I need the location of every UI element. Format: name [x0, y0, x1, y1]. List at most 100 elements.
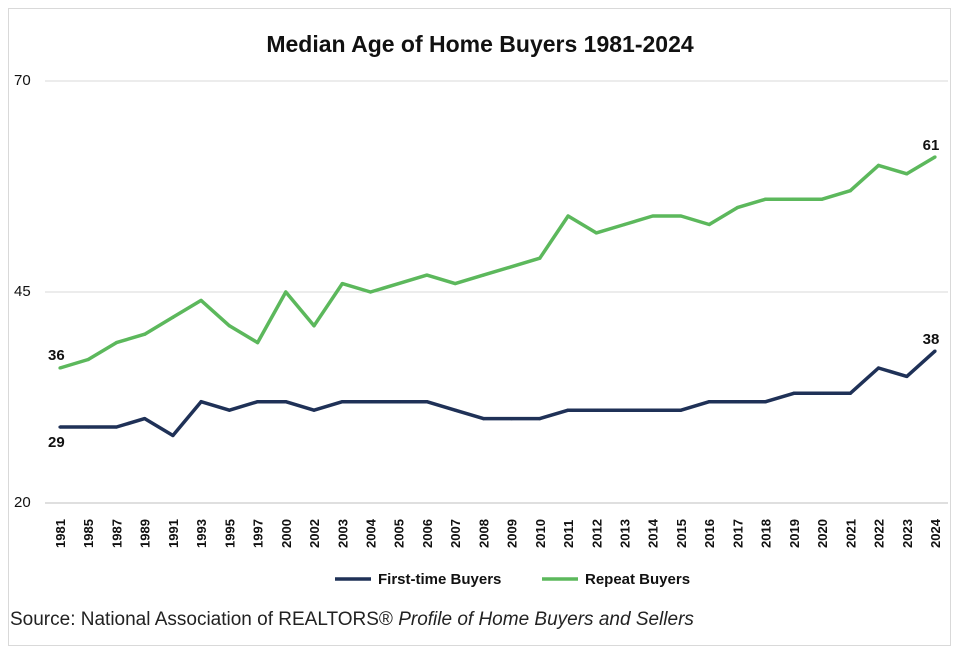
data-point [481, 273, 485, 277]
data-point [114, 425, 119, 429]
x-tick-label: 2020 [815, 519, 830, 548]
series-line-0 [60, 349, 937, 438]
data-point [622, 408, 627, 412]
data-point [255, 341, 260, 345]
data-point [284, 400, 288, 404]
legend: First-time Buyers Repeat Buyers [335, 571, 690, 588]
data-point [651, 408, 655, 412]
data-point [566, 408, 570, 412]
source-prefix: Source: National Association of REALTORS… [10, 609, 399, 630]
x-tick-label: 2010 [533, 519, 548, 548]
source-note: Source: National Association of REALTORS… [10, 609, 694, 631]
x-tick-label: 2022 [872, 519, 887, 548]
data-point [453, 281, 457, 286]
data-point [171, 433, 175, 438]
data-point [848, 391, 852, 395]
data-point [143, 332, 147, 336]
chart-title: Median Age of Home Buyers 1981-2024 [266, 31, 694, 57]
x-axis-ticks: 1981 1985 1987 1989 1991 1993 1995 1997 2000 2002… [53, 518, 943, 548]
data-point [764, 400, 768, 404]
data-point [171, 315, 175, 319]
data-point [510, 417, 514, 421]
data-point [820, 391, 824, 395]
data-point [397, 400, 401, 404]
x-tick-label: 2003 [335, 519, 350, 548]
data-point [284, 290, 288, 294]
x-tick-label: 2023 [900, 519, 915, 548]
data-label: 36 [48, 347, 65, 364]
data-point [651, 214, 655, 218]
data-point [735, 206, 740, 210]
data-point [876, 163, 881, 167]
x-tick-label: 2007 [448, 519, 463, 548]
data-point [679, 214, 683, 218]
data-point [848, 189, 852, 193]
data-point [481, 417, 485, 421]
data-point [340, 281, 344, 286]
data-point [143, 417, 147, 421]
data-point [199, 298, 203, 303]
data-point [312, 408, 316, 412]
x-tick-label: 2021 [843, 519, 858, 548]
data-point [594, 408, 598, 412]
x-tick-label: 2013 [618, 519, 633, 548]
data-point [622, 222, 627, 227]
data-point [933, 155, 937, 159]
x-tick-label: 2014 [646, 518, 661, 548]
x-tick-label: 2000 [279, 519, 294, 548]
data-point [312, 324, 316, 328]
series-lines [58, 155, 937, 438]
x-tick-label: 1989 [138, 519, 153, 548]
data-point [227, 324, 231, 328]
x-tick-label: 1985 [81, 519, 96, 548]
x-tick-label: 1997 [251, 519, 266, 548]
x-tick-label: 2009 [505, 519, 520, 548]
data-point [86, 425, 90, 429]
data-point [510, 265, 514, 269]
x-tick-label: 2017 [730, 519, 745, 548]
x-tick-label: 2012 [589, 519, 604, 548]
data-point [792, 391, 796, 395]
data-point [453, 408, 457, 412]
x-tick-label: 2019 [787, 519, 802, 548]
data-point [707, 400, 711, 404]
data-point [594, 231, 598, 235]
data-label: 61 [923, 137, 940, 154]
data-point [227, 408, 231, 412]
data-point [368, 290, 373, 294]
x-tick-label: 2024 [928, 518, 943, 548]
data-point [764, 197, 768, 201]
x-tick-label: 1981 [53, 519, 68, 548]
x-tick-label: 2008 [476, 519, 491, 548]
data-point [876, 366, 881, 370]
x-tick-label: 1991 [166, 519, 181, 548]
data-point [707, 222, 711, 227]
data-label: 38 [923, 331, 940, 348]
data-point [735, 400, 740, 404]
data-point [340, 400, 344, 404]
series-line-1 [59, 155, 936, 370]
y-axis-ticks: 20 45 70 [14, 72, 31, 511]
x-tick-label: 2015 [674, 519, 689, 548]
data-point [679, 408, 683, 412]
y-tick-label: 45 [14, 283, 31, 300]
grid-lines [45, 80, 948, 504]
x-tick-label: 2006 [420, 519, 435, 548]
data-point [425, 400, 429, 404]
x-tick-label: 1995 [222, 519, 237, 548]
data-point [397, 281, 401, 286]
data-point [86, 357, 90, 362]
legend-label-0: First-time Buyers [378, 571, 501, 588]
x-tick-label: 1993 [194, 519, 209, 548]
x-tick-label: 2016 [702, 519, 717, 548]
data-point [820, 197, 824, 201]
y-tick-label: 20 [14, 494, 31, 511]
x-tick-label: 2002 [307, 519, 322, 548]
data-point [538, 256, 542, 260]
data-point [58, 425, 62, 429]
chart-frame [8, 8, 951, 646]
data-point [538, 417, 542, 421]
data-point [792, 197, 796, 201]
x-tick-label: 2011 [561, 520, 576, 548]
